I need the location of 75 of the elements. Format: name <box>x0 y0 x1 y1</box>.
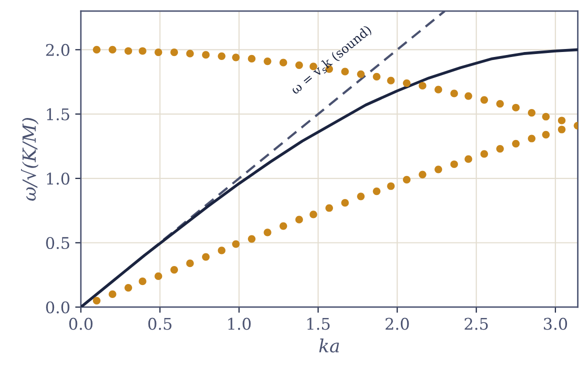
point <box>232 54 240 62</box>
point <box>464 92 472 100</box>
y-axis-title: ω/√(K/M) <box>21 118 39 201</box>
point <box>480 96 488 104</box>
point <box>264 228 272 236</box>
point <box>138 47 146 55</box>
point <box>496 100 504 108</box>
point <box>387 76 395 84</box>
point <box>124 47 132 55</box>
y-tick-label: 0.0 <box>46 301 70 314</box>
point <box>480 150 488 158</box>
point <box>357 192 365 200</box>
point <box>418 82 426 90</box>
y-tick-label: 1.5 <box>47 108 70 120</box>
point <box>280 58 288 66</box>
point <box>357 70 365 78</box>
point <box>280 222 288 230</box>
x-tick-label: 0.0 <box>69 318 93 330</box>
point <box>108 46 116 54</box>
point <box>450 160 458 168</box>
point <box>248 54 256 63</box>
point <box>138 278 146 286</box>
point <box>218 52 226 60</box>
point <box>218 246 226 254</box>
point <box>542 130 550 138</box>
x-tick-label: 2.5 <box>464 318 488 330</box>
point <box>542 112 550 120</box>
point <box>450 90 458 98</box>
point <box>310 210 318 218</box>
point <box>202 51 210 59</box>
point <box>154 48 162 56</box>
x-tick-label: 0.5 <box>148 318 172 330</box>
point <box>341 199 349 207</box>
x-tick-label: 1.5 <box>307 318 330 330</box>
point <box>186 50 194 58</box>
x-axis-title: ka <box>319 338 339 353</box>
point <box>108 290 116 298</box>
point <box>418 170 426 178</box>
point <box>434 166 442 174</box>
point <box>186 260 194 268</box>
x-tick-label: 3.0 <box>544 318 568 330</box>
point <box>264 57 272 66</box>
point <box>232 240 240 248</box>
point <box>372 187 380 196</box>
point <box>92 296 100 304</box>
y-tick-label: 1.0 <box>47 172 70 185</box>
point <box>387 182 395 190</box>
x-tick-label: 2.0 <box>386 318 409 330</box>
point <box>248 235 256 243</box>
point <box>295 61 303 69</box>
point <box>512 104 520 112</box>
point <box>202 253 210 261</box>
point <box>341 68 349 76</box>
point <box>402 176 411 184</box>
point <box>325 204 334 212</box>
x-tick-label: 1.0 <box>228 318 251 330</box>
point <box>528 134 536 142</box>
point <box>464 155 472 163</box>
point <box>512 140 520 148</box>
point <box>496 145 504 153</box>
point <box>558 126 566 134</box>
point <box>92 46 100 54</box>
point <box>124 284 132 292</box>
annotation: ω = v$_{s}$k (sound) <box>290 24 374 96</box>
point <box>434 86 442 94</box>
point <box>170 266 178 274</box>
y-tick-label: 2.0 <box>46 44 70 56</box>
point <box>154 272 162 280</box>
point <box>402 79 411 87</box>
y-tick-label: 0.5 <box>46 236 70 250</box>
point <box>170 48 178 56</box>
point <box>528 108 536 117</box>
point <box>372 72 380 81</box>
point <box>295 216 303 224</box>
point <box>558 116 566 124</box>
